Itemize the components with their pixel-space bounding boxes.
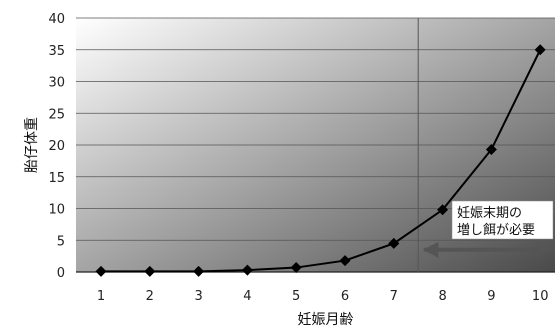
data-point-3	[193, 265, 205, 277]
x-axis-title: 妊娠月齢	[298, 312, 354, 328]
y-tick-10: 10	[48, 203, 65, 218]
data-point-10	[534, 44, 546, 56]
y-tick-40: 40	[48, 12, 65, 27]
series-line	[101, 49, 542, 273]
data-point-1	[95, 265, 107, 277]
y-tick-15: 15	[48, 171, 65, 186]
data-point-7	[388, 237, 400, 249]
y-tick-labels: 0 5 10 15 20 25 30 35 40	[48, 12, 65, 281]
y-tick-0: 0	[57, 266, 65, 281]
data-point-2	[144, 265, 156, 277]
annotation-line-1: 妊娠末期の	[457, 206, 522, 221]
x-tick-7: 7	[390, 289, 398, 304]
data-point-4	[241, 264, 253, 276]
data-point-6	[339, 255, 351, 267]
x-tick-3: 3	[194, 289, 202, 304]
x-tick-5: 5	[292, 289, 300, 304]
y-tick-30: 30	[48, 76, 65, 91]
data-point-8	[437, 204, 449, 216]
y-tick-25: 25	[48, 107, 65, 122]
annotation: 妊娠末期の 増し餌が必要	[422, 200, 554, 258]
y-tick-5: 5	[57, 234, 65, 249]
y-tick-35: 35	[48, 44, 65, 59]
x-tick-6: 6	[341, 289, 349, 304]
annotation-line-2: 増し餌が必要	[457, 223, 535, 238]
x-tick-1: 1	[97, 289, 105, 304]
annotation-box	[451, 200, 554, 240]
data-point-9	[485, 143, 497, 155]
y-axis-title: 胎仔体重	[24, 117, 40, 173]
data-markers	[95, 44, 546, 277]
x-tick-labels: 1 2 3 4 5 6 7 8 9 10	[97, 289, 549, 304]
x-tick-9: 9	[487, 289, 495, 304]
y-tick-20: 20	[48, 139, 65, 154]
data-point-5	[290, 262, 302, 274]
x-tick-4: 4	[243, 289, 251, 304]
x-tick-10: 10	[532, 289, 549, 304]
x-tick-2: 2	[146, 289, 154, 304]
x-tick-8: 8	[438, 289, 446, 304]
